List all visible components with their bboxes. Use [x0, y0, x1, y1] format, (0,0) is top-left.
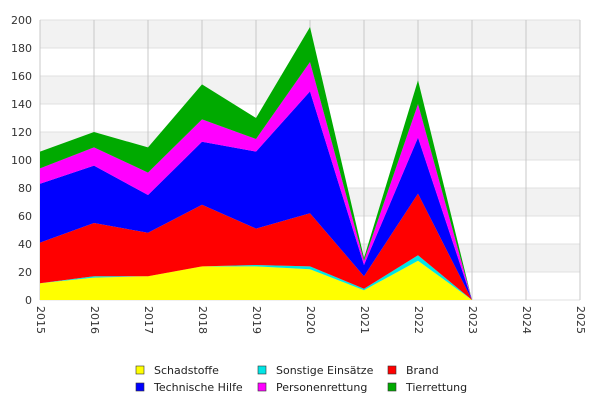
- area-brand: [40, 193, 472, 300]
- x-tick-label: 2024: [520, 306, 533, 334]
- y-tick-label: 200: [11, 14, 32, 27]
- legend-label-sonstige-eins-tze: Sonstige Einsätze: [276, 364, 374, 377]
- y-tick-label: 140: [11, 98, 32, 111]
- legend-label-brand: Brand: [406, 364, 439, 377]
- y-tick-label: 40: [18, 238, 32, 251]
- y-tick-label: 180: [11, 42, 32, 55]
- area-series: [40, 27, 472, 301]
- x-tick-label: 2016: [88, 306, 101, 334]
- legend-label-tierrettung: Tierrettung: [405, 381, 467, 394]
- legend-swatch-technische-hilfe: [135, 382, 145, 392]
- x-tick-label: 2021: [358, 306, 371, 334]
- area-technische-hilfe: [40, 91, 472, 301]
- x-tick-label: 2019: [250, 306, 263, 334]
- x-tick-label: 2018: [196, 306, 209, 334]
- y-tick-label: 120: [11, 126, 32, 139]
- legend-swatch-personenrettung: [257, 382, 267, 392]
- y-tick-label: 80: [18, 182, 32, 195]
- legend-swatch-brand: [387, 365, 397, 375]
- y-tick-label: 60: [18, 210, 32, 223]
- legend-label-technische-hilfe: Technische Hilfe: [153, 381, 243, 394]
- legend-swatch-sonstige-eins-tze: [257, 365, 267, 375]
- legend-label-personenrettung: Personenrettung: [276, 381, 367, 394]
- y-tick-label: 0: [25, 294, 32, 307]
- y-axis-tick-labels: 0 20 40 60 80 100 120 140 160 180 200: [11, 14, 32, 307]
- x-tick-label: 2023: [466, 306, 479, 334]
- x-tick-label: 2025: [574, 306, 587, 334]
- y-tick-label: 100: [11, 154, 32, 167]
- x-axis-tick-labels: 2015 2016 2017 2018 2019 2020 2021 2022 2023 2024…: [34, 306, 587, 334]
- x-tick-label: 2017: [142, 306, 155, 334]
- legend: Schadstoffe Sonstige Einsätze Brand Technis…: [135, 364, 467, 394]
- y-tick-label: 20: [18, 266, 32, 279]
- legend-label-schadstoffe: Schadstoffe: [154, 364, 219, 377]
- legend-swatch-schadstoffe: [135, 365, 145, 375]
- x-tick-label: 2022: [412, 306, 425, 334]
- y-tick-label: 160: [11, 70, 32, 83]
- x-tick-label: 2015: [34, 306, 47, 334]
- x-tick-label: 2020: [304, 306, 317, 334]
- area-personenrettung: [40, 62, 472, 300]
- legend-swatch-tierrettung: [387, 382, 397, 392]
